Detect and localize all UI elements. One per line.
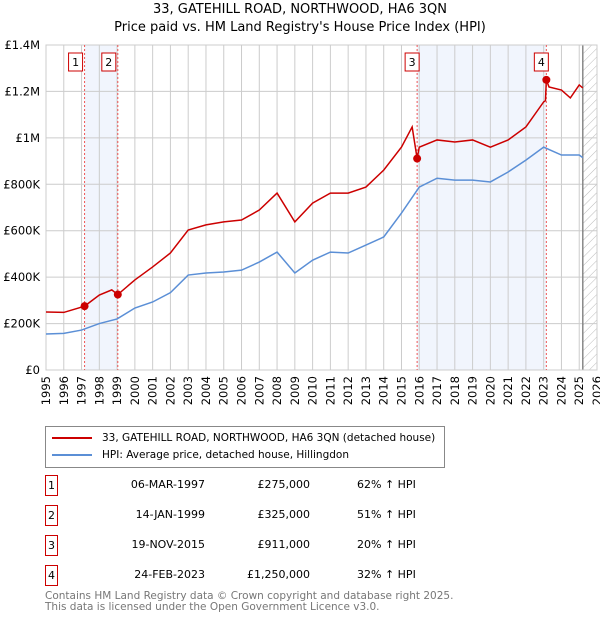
x-tick-label: 2009 xyxy=(288,376,302,405)
sale-marker-label: 2 xyxy=(105,56,112,69)
hpi-line xyxy=(45,146,584,335)
x-tick-label: 1999 xyxy=(110,376,124,405)
sale-point xyxy=(413,154,422,163)
sale-point xyxy=(542,75,551,84)
footer-licence: This data is licensed under the Open Gov… xyxy=(45,601,380,613)
x-tick-label: 1997 xyxy=(75,376,89,405)
sale-price: £275,000 xyxy=(257,478,311,491)
x-tick-label: 2022 xyxy=(519,376,533,405)
x-tick-label: 2013 xyxy=(359,376,373,405)
y-tick-label: £400K xyxy=(3,270,40,284)
sale-price: £911,000 xyxy=(257,538,311,551)
sale-date: 14-JAN-1999 xyxy=(135,508,205,521)
sale-marker-box xyxy=(68,52,84,72)
y-tick-label: £800K xyxy=(3,177,40,191)
property-price-line xyxy=(45,79,584,314)
sale-date: 24-FEB-2023 xyxy=(134,568,205,581)
x-tick-label: 1998 xyxy=(92,376,106,405)
x-tick-label: 2014 xyxy=(377,376,391,405)
y-tick-label: £1M xyxy=(15,131,40,145)
x-tick-label: 2017 xyxy=(430,376,444,405)
sale-price: £325,000 xyxy=(257,508,311,521)
x-tick-label: 1996 xyxy=(57,376,71,405)
x-tick-label: 2010 xyxy=(306,376,320,405)
sale-row: 4 24-FEB-2023 £1,250,000 32% ↑ HPI xyxy=(45,565,445,586)
shaded-period xyxy=(84,45,118,370)
y-tick-label: £200K xyxy=(3,317,40,331)
x-tick-label: 2011 xyxy=(323,376,337,405)
legend-label-hpi: HPI: Average price, detached house, Hill… xyxy=(102,449,349,461)
chart-title: 33, GATEHILL ROAD, NORTHWOOD, HA6 3QN xyxy=(152,2,447,17)
x-tick-label: 2002 xyxy=(163,376,177,405)
sale-date: 06-MAR-1997 xyxy=(130,478,205,491)
x-tick-label: 2015 xyxy=(394,376,408,405)
sale-marker-label: 4 xyxy=(538,56,545,69)
sale-marker-number: 2 xyxy=(45,505,58,526)
x-tick-label: 2019 xyxy=(466,376,480,405)
legend: 33, GATEHILL ROAD, NORTHWOOD, HA6 3QN (d… xyxy=(45,426,445,468)
sale-marker-label: 3 xyxy=(409,56,416,69)
sale-row: 2 14-JAN-1999 £325,000 51% ↑ HPI xyxy=(45,505,445,526)
x-tick-label: 2001 xyxy=(146,376,160,405)
sale-price: £1,250,000 xyxy=(247,568,310,581)
sale-hpi-change: 62% ↑ HPI xyxy=(357,478,416,491)
x-tick-label: 2020 xyxy=(483,376,497,405)
sale-marker-label: 1 xyxy=(72,56,79,69)
price-chart: 1995 1996 1997 1998 1999 2000 2001 2002 2003 2004… xyxy=(3,38,600,405)
sale-marker-box xyxy=(533,52,549,72)
sale-marker-number: 1 xyxy=(45,475,58,496)
footer-copyright: Contains HM Land Registry data © Crown c… xyxy=(45,590,454,602)
x-tick-label: 2005 xyxy=(217,376,231,405)
chart-subtitle: Price paid vs. HM Land Registry's House … xyxy=(114,20,486,35)
shaded-period xyxy=(417,45,547,370)
y-tick-label: £0 xyxy=(25,363,40,377)
x-tick-label: 2023 xyxy=(537,376,551,405)
x-tick-label: 2025 xyxy=(572,376,586,405)
plot-frame xyxy=(45,44,598,371)
y-tick-label: £600K xyxy=(3,224,40,238)
x-tick-label: 1995 xyxy=(39,376,53,405)
x-tick-label: 2021 xyxy=(501,376,515,405)
y-tick-label: £1.2M xyxy=(4,84,40,98)
x-tick-label: 2024 xyxy=(554,376,568,405)
sale-marker-box xyxy=(101,52,117,72)
x-tick-label: 2000 xyxy=(128,376,142,405)
x-tick-label: 2026 xyxy=(590,376,600,405)
y-tick-label: £1.4M xyxy=(4,38,40,52)
sale-marker-number: 3 xyxy=(45,535,58,556)
legend-swatch-property xyxy=(52,437,92,439)
x-tick-label: 2006 xyxy=(235,376,249,405)
x-tick-label: 2012 xyxy=(341,376,355,405)
x-tick-label: 2004 xyxy=(199,376,213,405)
sale-row: 1 06-MAR-1997 £275,000 62% ↑ HPI xyxy=(45,475,445,496)
x-tick-label: 2016 xyxy=(412,376,426,405)
sale-point xyxy=(113,290,122,299)
x-tick-label: 2007 xyxy=(252,376,266,405)
sale-date: 19-NOV-2015 xyxy=(131,538,205,551)
sale-marker-number: 4 xyxy=(45,565,58,586)
legend-label-property: 33, GATEHILL ROAD, NORTHWOOD, HA6 3QN (d… xyxy=(102,432,436,444)
legend-swatch-hpi xyxy=(52,454,92,456)
sale-hpi-change: 51% ↑ HPI xyxy=(357,508,416,521)
x-tick-label: 2018 xyxy=(448,376,462,405)
x-tick-label: 2003 xyxy=(181,376,195,405)
sale-row: 3 19-NOV-2015 £911,000 20% ↑ HPI xyxy=(45,535,445,556)
sale-marker-box xyxy=(404,52,420,72)
forecast-hatch xyxy=(582,45,597,370)
sale-point xyxy=(80,302,89,311)
sale-hpi-change: 32% ↑ HPI xyxy=(357,568,416,581)
x-tick-label: 2008 xyxy=(270,376,284,405)
sale-hpi-change: 20% ↑ HPI xyxy=(357,538,416,551)
